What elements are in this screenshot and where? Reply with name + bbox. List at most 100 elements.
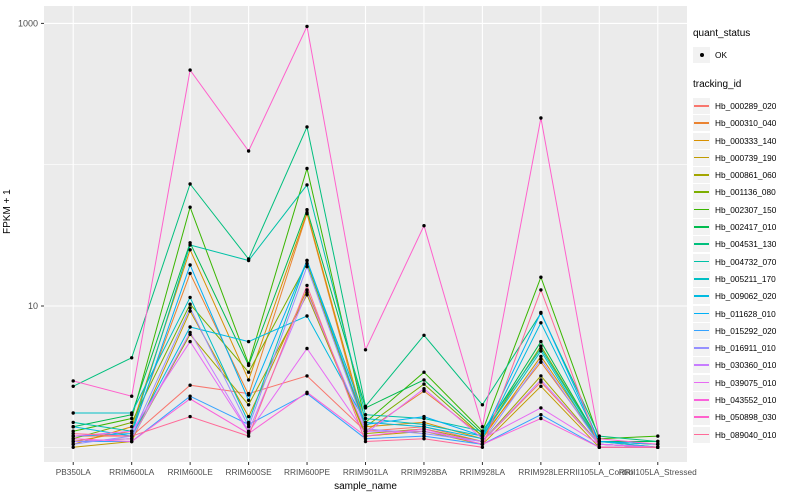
data-point xyxy=(305,283,309,288)
legend-key-line-icon xyxy=(694,226,709,228)
plot-area: 10 1000 PB350LA RRIM600LA RRIM600LE RRIM600SE… xyxy=(18,6,697,477)
legend-key-line-icon xyxy=(694,139,709,142)
x-tick-label: RRIM928LE xyxy=(518,467,564,477)
legend-label: Hb_050898_030 xyxy=(715,412,777,423)
legend-key-swatch xyxy=(693,288,710,305)
data-point xyxy=(539,357,543,361)
data-point xyxy=(480,425,485,429)
data-point xyxy=(305,210,309,215)
data-point xyxy=(539,354,543,359)
legend-key-line-icon xyxy=(694,174,709,176)
legend-label: Hb_000333_140 xyxy=(715,135,777,146)
legend-label: Hb_011628_010 xyxy=(715,308,776,319)
data-point xyxy=(246,363,251,368)
data-point xyxy=(422,382,426,386)
x-tick-label: RRII105LA_Stressed xyxy=(619,467,697,477)
data-point xyxy=(539,416,543,421)
legend-item-Hb_016911_010: Hb_016911_010 xyxy=(693,339,800,357)
data-point xyxy=(539,310,543,315)
x-axis-title: sample_name xyxy=(334,481,397,492)
legend-item-Hb_004531_130: Hb_004531_130 xyxy=(693,236,800,253)
legend-key-swatch xyxy=(693,305,710,322)
data-point xyxy=(480,431,485,436)
data-point xyxy=(597,437,601,441)
data-point xyxy=(130,434,134,438)
data-point xyxy=(480,434,485,438)
data-point xyxy=(305,183,309,187)
legend-key-line-icon xyxy=(694,381,709,384)
legend-item-Hb_043552_010: Hb_043552_010 xyxy=(693,391,800,408)
data-point xyxy=(246,398,251,402)
data-point xyxy=(656,442,660,446)
legend-item-Hb_000289_020: Hb_000289_020 xyxy=(693,97,800,114)
x-tick-label: RRIM928LA xyxy=(460,467,506,477)
data-point xyxy=(422,370,426,374)
data-point xyxy=(188,182,192,186)
data-point xyxy=(363,422,368,427)
data-point xyxy=(130,437,134,441)
data-point xyxy=(305,374,309,378)
legend-item-Hb_001136_080: Hb_001136_080 xyxy=(693,184,800,201)
legend-key-line-icon xyxy=(694,208,709,211)
data-point xyxy=(305,288,309,292)
data-point xyxy=(71,439,75,444)
legend-tracking-entries: Hb_000289_020 Hb_000310_040 Hb_000333_140 H… xyxy=(693,97,800,443)
legend-label: Hb_004732_070 xyxy=(715,256,777,267)
legend-title-quant-status: quant_status xyxy=(693,28,751,39)
legend-key-swatch xyxy=(693,236,710,253)
data-point xyxy=(305,390,309,394)
data-point xyxy=(246,414,251,419)
data-point xyxy=(188,248,192,252)
data-point xyxy=(71,411,75,415)
data-point xyxy=(71,429,75,433)
data-point xyxy=(422,431,426,436)
legend: quant_status OK tracking_id Hb_000289_02… xyxy=(693,28,800,443)
legend-key-line-icon xyxy=(694,416,709,418)
data-point xyxy=(246,339,251,344)
legend-key-swatch xyxy=(693,149,710,166)
data-point xyxy=(363,429,368,433)
y-tick-label: 10 xyxy=(28,301,38,311)
legend-key-line-icon xyxy=(694,191,709,194)
data-point xyxy=(71,384,75,388)
data-point xyxy=(539,384,543,388)
data-point xyxy=(363,416,368,421)
legend-item-Hb_050898_030: Hb_050898_030 xyxy=(693,409,800,426)
legend-item-Hb_002417_010: Hb_002417_010 xyxy=(693,218,800,236)
data-point xyxy=(480,437,485,441)
data-point xyxy=(539,346,543,351)
data-point xyxy=(539,413,543,417)
data-point xyxy=(597,445,601,449)
data-point xyxy=(422,427,426,431)
data-point xyxy=(305,293,309,297)
quant-ok-key-swatch xyxy=(693,46,710,63)
legend-key-swatch xyxy=(693,132,710,149)
data-point xyxy=(597,434,601,438)
legend-key-swatch xyxy=(693,201,710,218)
legend-item-Hb_039075_010: Hb_039075_010 xyxy=(693,374,800,391)
data-point xyxy=(363,348,368,352)
data-point xyxy=(305,261,309,266)
legend-key-line-icon xyxy=(694,347,709,349)
data-point xyxy=(480,403,485,407)
legend-key-line-icon xyxy=(694,260,709,263)
legend-item-Hb_000861_060: Hb_000861_060 xyxy=(693,166,800,184)
legend-item-Hb_005211_170: Hb_005211_170 xyxy=(693,270,800,287)
y-tick-label: 1000 xyxy=(18,18,38,28)
data-point xyxy=(539,374,543,378)
legend-label: Hb_000739_190 xyxy=(715,152,777,163)
data-point xyxy=(188,339,192,344)
data-point xyxy=(130,411,134,415)
legend-label: Hb_039075_010 xyxy=(715,377,777,388)
data-point xyxy=(130,394,134,398)
data-point xyxy=(188,394,192,398)
data-point xyxy=(71,420,75,425)
data-point xyxy=(305,208,309,212)
x-tick-label: RRII105LA_Control xyxy=(563,467,635,477)
data-point xyxy=(480,439,485,444)
legend-key-line-icon xyxy=(694,243,709,245)
legend-key-swatch xyxy=(693,97,710,114)
legend-key-line-icon xyxy=(694,104,709,107)
data-point xyxy=(246,258,251,263)
legend-key-swatch xyxy=(693,219,710,236)
